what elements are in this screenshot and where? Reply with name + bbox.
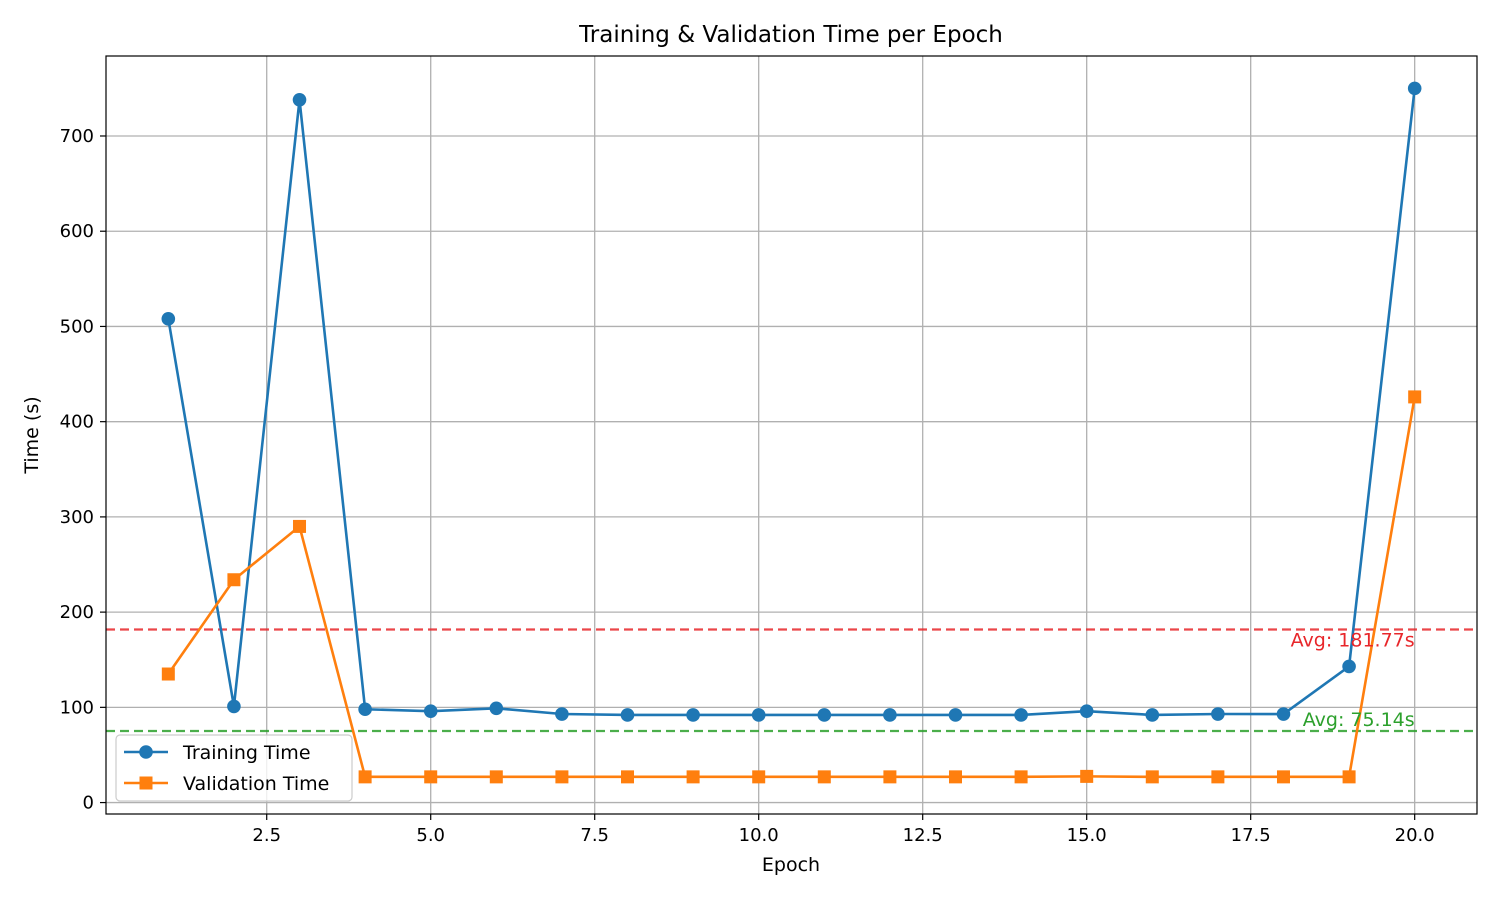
axis-ticks: 2.5 5.0 7.5 10.0 12.5 15.0 17.5 20.0 0 100 200 300 4… (60, 126, 1435, 846)
data-point (358, 702, 372, 717)
y-tick-label: 700 (60, 126, 94, 147)
legend-label: Validation Time (183, 773, 329, 795)
y-axis-title: Time (s) (21, 396, 43, 474)
data-point (1145, 708, 1160, 722)
legend-marker (139, 745, 153, 759)
data-point (489, 701, 504, 716)
data-point (1145, 770, 1159, 784)
data-point (1079, 704, 1094, 718)
data-point (424, 770, 438, 784)
data-point (948, 770, 962, 784)
y-tick-label: 200 (60, 602, 94, 623)
data-point (1408, 390, 1422, 404)
data-point (292, 93, 307, 107)
x-tick-label: 20.0 (1395, 825, 1435, 846)
y-tick-label: 600 (60, 221, 94, 242)
data-point (1407, 81, 1422, 96)
data-point (555, 770, 569, 784)
legend-box (115, 734, 353, 802)
data-point (1014, 708, 1028, 722)
y-tick-label: 100 (60, 697, 94, 718)
data-point (489, 770, 503, 784)
series-line (167, 396, 1416, 779)
x-tick-label: 10.0 (739, 825, 779, 846)
data-point (817, 708, 832, 722)
average-annotations: Avg: 181.77s Avg: 75.14s (1291, 629, 1415, 731)
x-axis-title: Epoch (762, 854, 820, 876)
legend: Training Time Validation Time (115, 734, 353, 802)
data-point (161, 667, 175, 681)
data-point (358, 770, 372, 784)
y-tick-label: 0 (83, 793, 94, 814)
data-point (227, 573, 241, 587)
data-point (1342, 770, 1356, 784)
data-point (686, 708, 700, 722)
y-tick-label: 400 (60, 412, 94, 433)
data-point (686, 770, 700, 784)
data-point (1342, 659, 1356, 674)
data-point (161, 312, 176, 326)
average-annotation: Avg: 75.14s (1303, 709, 1415, 731)
data-point (227, 699, 241, 714)
data-point (883, 770, 897, 784)
data-point (751, 708, 766, 722)
data-point (883, 708, 897, 722)
y-tick-label: 500 (60, 316, 94, 337)
x-tick-label: 17.5 (1231, 825, 1271, 846)
data-point (1211, 707, 1225, 721)
series-line (167, 88, 1416, 717)
average-lines (106, 628, 1477, 733)
plot-frame (105, 55, 1478, 815)
grid-lines (106, 56, 1477, 814)
chart-title: Training & Validation Time per Epoch (578, 22, 1003, 48)
data-point (752, 770, 766, 784)
data-point (1276, 707, 1291, 721)
x-tick-label: 2.5 (252, 825, 281, 846)
legend-label: Training Time (182, 742, 311, 764)
data-point (1014, 770, 1028, 784)
data-point (817, 770, 831, 784)
x-tick-label: 5.0 (416, 825, 445, 846)
series-layer (161, 81, 1422, 784)
data-point (620, 708, 635, 722)
data-point (948, 708, 963, 722)
data-point (1276, 770, 1290, 784)
x-tick-label: 12.5 (903, 825, 943, 846)
data-point (1211, 770, 1225, 784)
data-point (423, 704, 438, 718)
data-point (555, 707, 569, 721)
x-tick-label: 7.5 (580, 825, 609, 846)
legend-marker (139, 776, 153, 790)
y-tick-label: 300 (60, 507, 94, 528)
data-point (1080, 769, 1094, 783)
data-point (293, 519, 307, 533)
data-point (621, 770, 635, 784)
average-annotation: Avg: 181.77s (1291, 629, 1415, 651)
x-tick-label: 15.0 (1067, 825, 1107, 846)
